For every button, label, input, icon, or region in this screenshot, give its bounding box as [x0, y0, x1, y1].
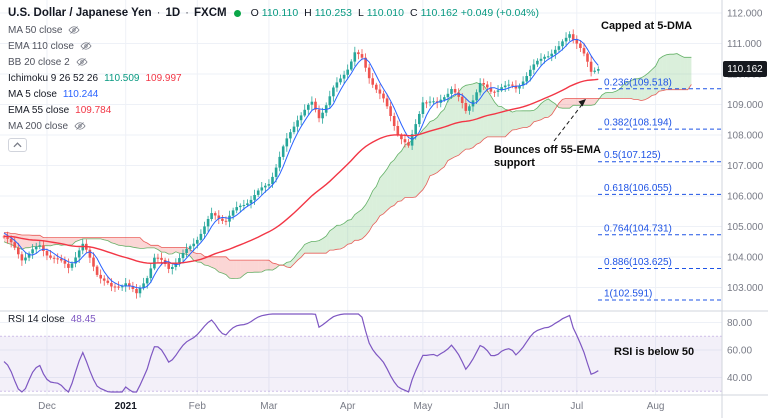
low-label: L: [357, 7, 364, 19]
eye-off-icon[interactable]: [68, 24, 80, 36]
senkou-b-line: [4, 84, 692, 269]
legend-row-bb20[interactable]: BB 20 close 2: [8, 54, 539, 70]
svg-text:80.00: 80.00: [727, 318, 752, 329]
svg-text:Apr: Apr: [340, 401, 356, 412]
bounce-arrow[interactable]: [553, 99, 586, 142]
low-value: 110.010: [366, 7, 404, 19]
ma5-line: [3, 38, 599, 289]
svg-text:106.000: 106.000: [727, 192, 764, 203]
high-label: H: [304, 7, 312, 19]
chevron-up-icon: [13, 142, 22, 148]
annotation-capped-5dma[interactable]: Capped at 5-DMA: [601, 20, 693, 32]
open-value: 110.110: [261, 7, 299, 19]
legend-row-ichimoku[interactable]: Ichimoku 9 26 52 26 110.509 109.997: [8, 70, 539, 86]
separator: ·: [185, 7, 189, 19]
svg-text:0.382(108.194): 0.382(108.194): [604, 118, 672, 129]
legend-row-ma200[interactable]: MA 200 close: [8, 118, 539, 134]
grid: [0, 0, 722, 395]
legend-collapse-button[interactable]: [8, 138, 27, 152]
senkou-a-line: [3, 53, 692, 280]
indicator-label: EMA 55 close: [8, 104, 70, 116]
rsi-legend[interactable]: RSI 14 close 48.45: [8, 314, 96, 325]
svg-text:40.00: 40.00: [727, 373, 752, 384]
indicator-label: MA 5 close: [8, 88, 57, 100]
ichimoku-value-2: 109.997: [145, 72, 182, 84]
symbol-title-row[interactable]: U.S. Dollar / Japanese Yen · 1D · FXCM O…: [8, 4, 539, 22]
rsi-pane-graphics: [0, 313, 722, 393]
indicator-label: MA 50 close: [8, 24, 63, 36]
ohlc-readout: O 110.110 H 110.253 L 110.010 C 110.162 +0.0…: [248, 7, 539, 19]
close-value: 110.162: [420, 7, 458, 19]
svg-text:109.000: 109.000: [727, 100, 764, 111]
legend-row-ma50[interactable]: MA 50 close: [8, 22, 539, 38]
svg-text:104.000: 104.000: [727, 253, 764, 264]
rsi-line: [3, 313, 599, 393]
high-value: 110.253: [314, 7, 352, 19]
rsi-label: RSI 14 close: [8, 314, 65, 325]
symbol-exchange[interactable]: FXCM: [194, 7, 227, 19]
eye-off-icon[interactable]: [76, 56, 88, 68]
indicator-legend: U.S. Dollar / Japanese Yen · 1D · FXCM O…: [8, 4, 539, 152]
separator: ·: [156, 7, 161, 19]
svg-text:Aug: Aug: [647, 401, 665, 412]
annotation-bounce-55ema[interactable]: Bounces off 55-EMA support: [494, 144, 601, 169]
svg-text:108.000: 108.000: [727, 131, 764, 142]
svg-text:0.5(107.125): 0.5(107.125): [604, 150, 661, 161]
svg-text:Dec: Dec: [38, 401, 56, 412]
time-axis-labels[interactable]: Dec 2021 Feb Mar Apr May Jun Jul Aug: [38, 401, 664, 412]
legend-row-ema55[interactable]: EMA 55 close 109.784: [8, 102, 539, 118]
svg-text:0.764(104.731): 0.764(104.731): [604, 223, 672, 234]
svg-text:May: May: [413, 401, 432, 412]
eye-off-icon[interactable]: [80, 40, 92, 52]
annotation-rsi-below-50[interactable]: RSI is below 50: [614, 346, 695, 358]
ichimoku-cloud: [4, 53, 692, 279]
indicator-label: MA 200 close: [8, 120, 69, 132]
svg-text:103.000: 103.000: [727, 283, 764, 294]
open-label: O: [250, 7, 259, 19]
indicator-label: EMA 110 close: [8, 40, 74, 52]
change-value: +0.049 (+0.04%): [460, 7, 539, 19]
eye-off-icon[interactable]: [74, 120, 86, 132]
svg-text:Jun: Jun: [494, 401, 510, 412]
svg-text:2021: 2021: [115, 401, 138, 412]
last-price-label: 110.162: [723, 61, 767, 77]
svg-text:Mar: Mar: [260, 401, 278, 412]
svg-text:111.000: 111.000: [727, 39, 762, 50]
indicator-label: Ichimoku 9 26 52 26: [8, 72, 99, 84]
symbol-name[interactable]: U.S. Dollar / Japanese Yen: [8, 7, 152, 19]
legend-row-ema110[interactable]: EMA 110 close: [8, 38, 539, 54]
svg-text:0.236(109.518): 0.236(109.518): [604, 77, 672, 88]
symbol-interval[interactable]: 1D: [165, 7, 181, 19]
close-label: C: [409, 7, 418, 19]
svg-text:Jul: Jul: [570, 401, 583, 412]
market-status-dot: [233, 9, 241, 17]
rsi-value: 48.45: [70, 314, 96, 325]
ema55-value: 109.784: [75, 104, 112, 116]
svg-text:0.618(106.055): 0.618(106.055): [604, 183, 672, 194]
svg-text:105.000: 105.000: [727, 222, 764, 233]
svg-text:60.00: 60.00: [727, 346, 752, 357]
legend-row-ma5[interactable]: MA 5 close 110.244: [8, 86, 539, 102]
ema55-line: [3, 78, 599, 265]
fib-retracement[interactable]: 0.236(109.518) 0.382(108.194) 0.5(107.125)…: [598, 77, 722, 301]
svg-text:112.000: 112.000: [727, 9, 763, 20]
svg-text:107.000: 107.000: [727, 161, 764, 172]
ichimoku-value-1: 110.509: [104, 72, 140, 84]
svg-text:1(102.591): 1(102.591): [604, 289, 652, 300]
svg-text:0.886(103.625): 0.886(103.625): [604, 257, 672, 268]
svg-text:Feb: Feb: [189, 401, 207, 412]
indicator-label: BB 20 close 2: [8, 56, 70, 68]
ma5-value: 110.244: [62, 88, 99, 100]
